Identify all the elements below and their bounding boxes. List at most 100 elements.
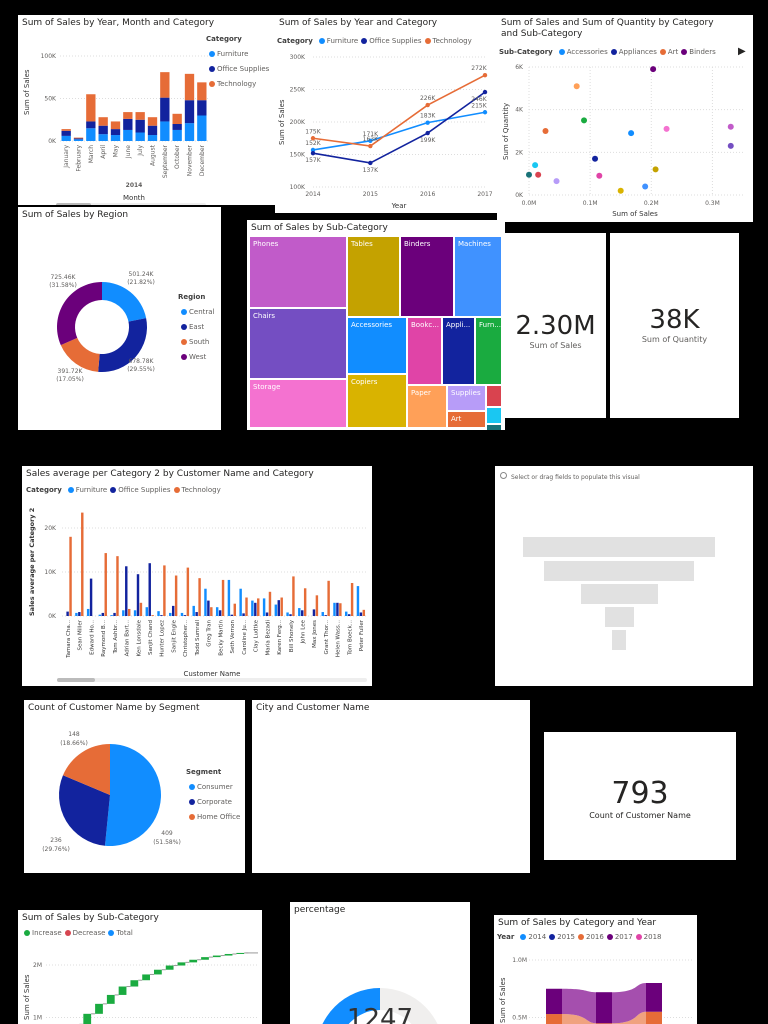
y-tick-label: 10K	[44, 569, 57, 576]
bar	[195, 612, 198, 616]
bar	[151, 615, 154, 616]
bar	[180, 612, 184, 616]
treemap-cell-bookcases[interactable]: Bookc...	[407, 317, 442, 385]
bar	[69, 536, 72, 616]
ribbon-bar	[546, 1014, 562, 1024]
chart-title: Sum of Sales by Category and Year	[498, 918, 657, 928]
legend-next-arrow-icon[interactable]: ▶	[738, 46, 746, 57]
legend-item[interactable]: East	[178, 320, 215, 335]
legend-item[interactable]: Consumer	[186, 780, 240, 795]
segment-pie-chart[interactable]: Count of Customer Name by Segment Segmen…	[24, 700, 245, 873]
data-label: 678.78K	[129, 358, 155, 365]
monthly-sales-chart[interactable]: Sum of Sales by Year, Month and Category…	[18, 15, 275, 205]
scatter-chart[interactable]: Sum of Sales and Sum of Quantity by Cate…	[497, 15, 753, 222]
bar	[113, 612, 116, 616]
treemap-cell-small[interactable]	[486, 424, 502, 430]
treemap-cell-art[interactable]: Art	[447, 411, 486, 428]
yearly-sales-chart[interactable]: Sum of Sales by Year and Category Catego…	[275, 15, 497, 213]
x-tick-label: February	[76, 145, 83, 172]
customer-sales-chart[interactable]: Sales average per Category 2 by Customer…	[22, 466, 372, 686]
x-tick-label: Bill Shonely	[289, 619, 295, 652]
ribbon-bar	[646, 983, 662, 1012]
treemap-cell-appliances[interactable]: Appli...	[442, 317, 475, 385]
legend-item[interactable]: South	[178, 335, 215, 350]
chart-title: Sum of Sales by Sub-Category	[251, 223, 388, 233]
y-axis-title: Sum of Sales	[23, 69, 31, 115]
legend-item[interactable]: Corporate	[186, 795, 240, 810]
treemap-cell-binders[interactable]: Binders	[400, 236, 454, 317]
x-tick-label: May	[113, 145, 120, 158]
data-point	[617, 187, 624, 194]
y-tick-label: 100K	[41, 53, 57, 60]
legend-item[interactable]: Technology	[206, 77, 269, 92]
treemap-cell-phones[interactable]: Phones	[249, 236, 347, 308]
x-tick-label: 2015	[363, 191, 378, 198]
bar	[339, 603, 342, 616]
bar	[207, 600, 210, 616]
x-axis-title: Customer Name	[184, 670, 241, 678]
city-customer-table[interactable]: City and Customer Name	[252, 700, 530, 873]
category-year-chart[interactable]: Sum of Sales by Category and Year Year 20…	[494, 915, 697, 1024]
bar	[254, 602, 257, 616]
legend-item[interactable]: Furniture	[206, 47, 269, 62]
treemap-cell-furnishings[interactable]: Furn...	[475, 317, 502, 385]
kpi-value: 38K	[649, 305, 700, 335]
treemap-cell-machines[interactable]: Machines	[454, 236, 502, 317]
y-tick-label: 0.5M	[512, 1015, 527, 1022]
data-point	[542, 128, 549, 134]
treemap-cell-paper[interactable]: Paper	[407, 385, 447, 428]
gauge-fill	[322, 988, 380, 1024]
treemap-chart[interactable]: Sum of Sales by Sub-Category Phones Tabl…	[247, 220, 505, 430]
region-donut-chart[interactable]: Sum of Sales by Region Region Central Ea…	[18, 207, 221, 430]
y-tick-label: 300K	[290, 54, 306, 61]
chart-legend: Region Central East South West	[178, 290, 215, 365]
bar	[171, 605, 175, 616]
kpi-value: 2.30M	[515, 311, 596, 341]
empty-funnel-visual[interactable]: Select or drag fields to populate this v…	[495, 466, 753, 686]
bar-segment	[135, 132, 145, 141]
treemap-cell-chairs[interactable]: Chairs	[249, 308, 347, 379]
pie-slice	[58, 775, 110, 846]
data-label: (31.58%)	[49, 282, 77, 289]
x-tick-label: Grant Thor...	[324, 620, 330, 655]
bar	[98, 614, 102, 616]
scrollbar[interactable]	[57, 678, 367, 682]
bar-segment	[147, 125, 158, 136]
y-tick-label: 2M	[33, 962, 42, 969]
x-tick-label: Seth Vernon	[230, 619, 236, 653]
customer-count-card: 793 Count of Customer Name	[544, 732, 736, 860]
scrollbar[interactable]	[56, 203, 206, 205]
x-tick-label: Helen Wass...	[336, 620, 342, 657]
bar	[139, 602, 143, 616]
bar	[298, 608, 301, 616]
x-tick-label: Peter Fuller	[359, 619, 365, 651]
legend-item[interactable]: Office Supplies	[206, 62, 269, 77]
waterfall-bar	[118, 986, 127, 995]
chart-title: Sum of Sales by Year and Category	[279, 18, 438, 28]
waterfall-chart[interactable]: Sum of Sales by Sub-Category Increase Dec…	[18, 910, 262, 1024]
chart-legend: Category Furniture Office Supplies Technolo…	[26, 486, 221, 494]
treemap-cell-storage[interactable]: Storage	[249, 379, 347, 428]
data-label: 137K	[363, 167, 379, 174]
treemap-cell-copiers[interactable]: Copiers	[347, 374, 407, 428]
bar-segment	[197, 115, 207, 141]
treemap-cell-small[interactable]	[486, 385, 502, 407]
waterfall-bar	[154, 969, 162, 975]
bar	[233, 603, 236, 616]
bar-segment	[184, 73, 195, 101]
bar	[286, 612, 289, 616]
legend-item[interactable]: Home Office	[186, 810, 240, 825]
treemap-cell-tables[interactable]: Tables	[347, 236, 400, 317]
percentage-gauge[interactable]: percentage 1247	[290, 902, 470, 1024]
bar-segment	[86, 121, 96, 129]
data-point	[482, 89, 488, 95]
data-label: (21.82%)	[127, 279, 155, 286]
series-line	[312, 74, 486, 147]
legend-item[interactable]: West	[178, 350, 215, 365]
x-tick-label: March	[88, 145, 95, 163]
treemap-cell-supplies[interactable]: Supplies	[447, 385, 486, 411]
treemap-cell-accessories[interactable]: Accessories	[347, 317, 407, 374]
x-tick-label: 0.2M	[644, 200, 659, 207]
treemap-cell-small[interactable]	[486, 407, 502, 424]
legend-item[interactable]: Central	[178, 305, 215, 320]
